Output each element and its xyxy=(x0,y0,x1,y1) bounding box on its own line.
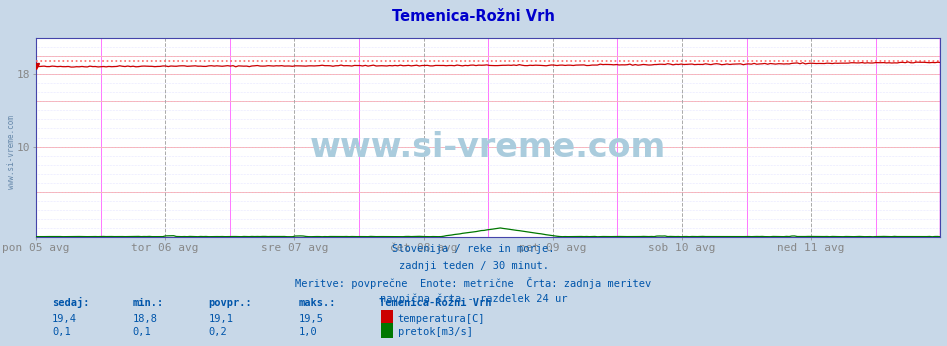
Text: 19,4: 19,4 xyxy=(52,315,77,325)
Text: 19,5: 19,5 xyxy=(298,315,323,325)
Text: zadnji teden / 30 minut.: zadnji teden / 30 minut. xyxy=(399,261,548,271)
Text: 0,1: 0,1 xyxy=(52,327,71,337)
Text: temperatura[C]: temperatura[C] xyxy=(398,315,485,325)
Text: povpr.:: povpr.: xyxy=(208,298,252,308)
Text: 0,2: 0,2 xyxy=(208,327,227,337)
Text: www.si-vreme.com: www.si-vreme.com xyxy=(310,131,667,164)
Text: 19,1: 19,1 xyxy=(208,315,233,325)
Text: Meritve: povprečne  Enote: metrične  Črta: zadnja meritev: Meritve: povprečne Enote: metrične Črta:… xyxy=(295,277,652,289)
Text: sedaj:: sedaj: xyxy=(52,297,90,308)
Text: www.si-vreme.com: www.si-vreme.com xyxy=(7,115,16,189)
Text: navpična črta - razdelek 24 ur: navpična črta - razdelek 24 ur xyxy=(380,294,567,304)
Text: 0,1: 0,1 xyxy=(133,327,152,337)
Text: min.:: min.: xyxy=(133,298,164,308)
Text: 1,0: 1,0 xyxy=(298,327,317,337)
Text: Slovenija / reke in morje.: Slovenija / reke in morje. xyxy=(392,244,555,254)
Text: Temenica-Rožni Vrh: Temenica-Rožni Vrh xyxy=(392,9,555,24)
Text: 18,8: 18,8 xyxy=(133,315,157,325)
Text: maks.:: maks.: xyxy=(298,298,336,308)
Text: Temenica-Rožni Vrh: Temenica-Rožni Vrh xyxy=(379,298,491,308)
Text: pretok[m3/s]: pretok[m3/s] xyxy=(398,327,473,337)
